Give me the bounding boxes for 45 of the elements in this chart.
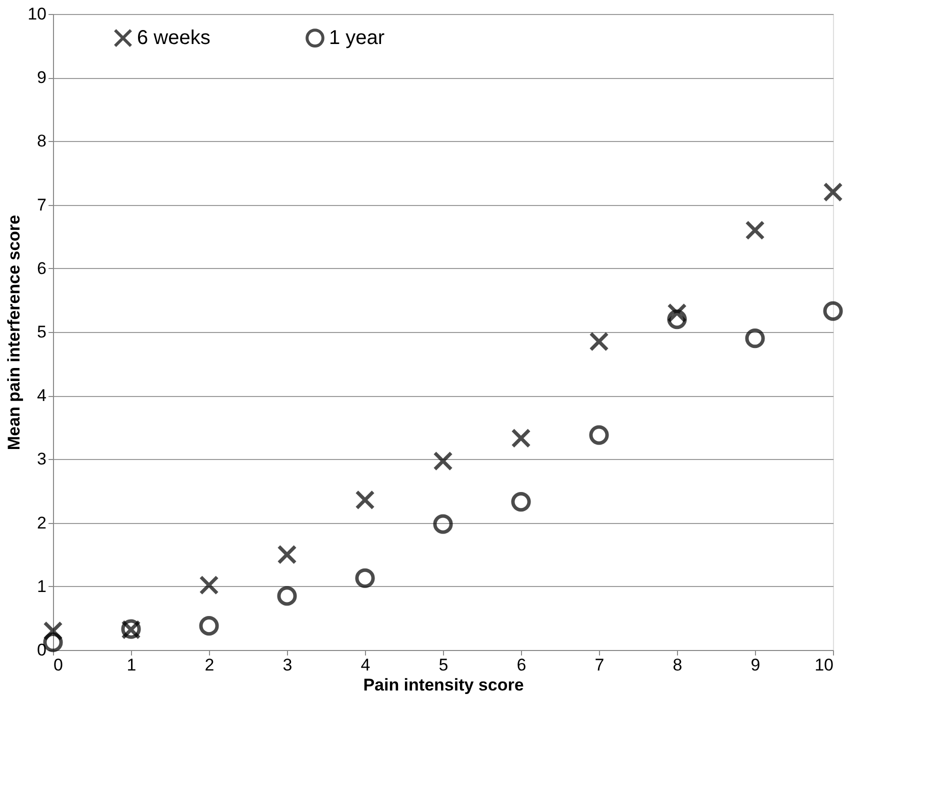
legend-label: 6 weeks [137,27,210,50]
x-tick-label: 3 [282,656,292,674]
x-tick-label: 4 [360,656,370,674]
point [43,621,63,641]
y-tick-label: 7 [37,195,46,214]
x-tick-label: 5 [438,656,448,674]
point [433,514,453,534]
point [511,428,531,448]
point [277,586,297,606]
x-tick-label: 7 [594,656,604,674]
y-tick-label: 4 [37,386,46,406]
point [745,220,765,240]
point [823,182,843,202]
point [277,544,297,564]
point [745,328,765,348]
point [199,616,219,636]
legend-label: 1 year [329,27,385,50]
point [511,492,531,512]
x-tick-label: 2 [204,656,214,674]
x-tick-label: 1 [126,656,136,674]
x-tick-label: 6 [516,656,526,674]
x-tick-label: 9 [750,656,760,674]
y-tick-label: 6 [37,258,46,278]
x-tick-label: 0 [54,656,63,674]
point [355,490,375,510]
y-tick-label: 8 [37,132,46,151]
y-axis-title: Mean pain interference score [4,214,24,450]
x-tick-label: 10 [814,656,834,674]
point [589,425,609,445]
point [589,332,609,352]
point [667,309,687,330]
point [823,301,843,321]
y-tick-label: 2 [37,513,46,532]
y-tick-label: 1 [37,576,46,596]
point [667,303,687,323]
point [199,575,219,595]
x-tick-label: 8 [672,656,682,674]
y-tick-label: 10 [28,4,46,24]
y-tick-label: 9 [37,68,46,88]
y-tick-label: 5 [37,322,46,342]
point [433,451,453,471]
x-axis-title: Pain intensity score [363,676,524,694]
y-tick-label: 3 [37,450,46,469]
point [355,568,375,588]
y-tick-label: 0 [37,640,46,660]
